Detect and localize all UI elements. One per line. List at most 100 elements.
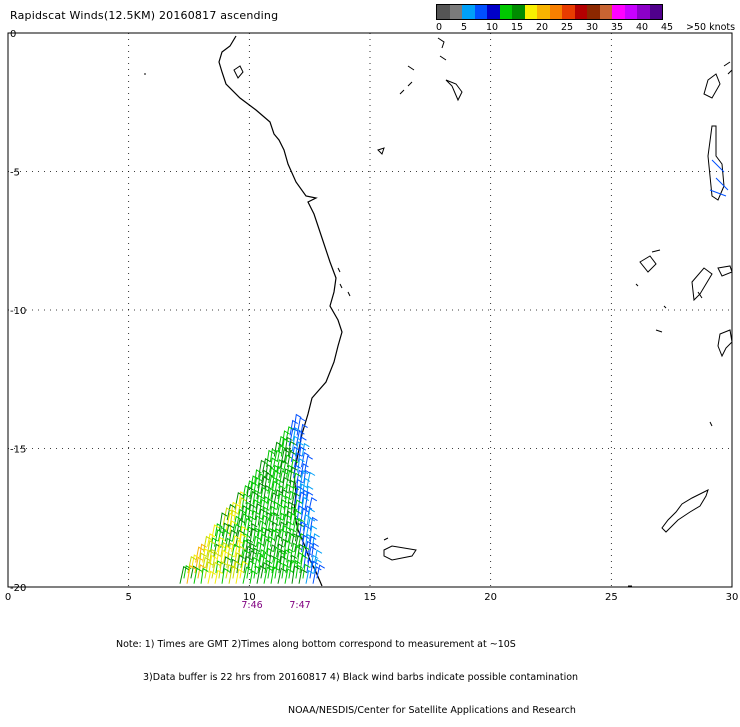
wind-barb [248, 490, 258, 510]
wind-barb [275, 465, 284, 484]
wind-barb [305, 517, 316, 537]
wind-barb [271, 470, 281, 489]
wind-barb [284, 436, 293, 452]
wind-barb [301, 451, 310, 468]
wind-barb [200, 567, 209, 584]
wind-speed-legend: 0 5 10 15 20 25 30 35 40 45 >50 knots [436, 4, 735, 34]
wind-barb [300, 496, 310, 515]
wind-barb [205, 549, 215, 568]
wind-barb [236, 508, 246, 526]
wind-barb [220, 541, 229, 558]
wind-barb [302, 477, 311, 494]
wind-barb [278, 470, 288, 489]
wind-barb [239, 560, 249, 579]
wind-barb [268, 505, 277, 521]
wind-barb [281, 513, 291, 531]
wind-barb [245, 538, 254, 552]
wind-barb [237, 545, 246, 563]
wind-barb [259, 486, 269, 505]
wind-barb [301, 489, 310, 505]
wind-barb [217, 536, 226, 552]
wind-barb [273, 528, 282, 542]
legend-label: 5 [461, 22, 468, 33]
wind-barb [250, 556, 259, 574]
legend-swatch [437, 5, 450, 19]
wind-barb [242, 533, 251, 547]
wind-barb [295, 430, 305, 447]
wind-barb [299, 423, 308, 441]
wind-barb [234, 539, 244, 558]
island-group-5 [691, 265, 733, 302]
wind-barb [247, 503, 256, 521]
legend-label: 0 [436, 22, 443, 33]
legend-swatch [550, 5, 562, 19]
wind-barb [266, 535, 275, 552]
island-group-3 [703, 61, 733, 99]
wind-barb [221, 522, 230, 537]
wind-barb [285, 426, 295, 441]
y-tick-label: -15 [10, 445, 26, 456]
wind-barb [294, 452, 303, 468]
wind-barb [260, 514, 270, 531]
island-large-sw [661, 489, 709, 533]
wind-barb [198, 552, 207, 568]
wind-barb [222, 556, 231, 574]
note-line-2: 3)Data buffer is 22 hrs from 20160817 4)… [143, 672, 579, 683]
wind-barb [290, 446, 300, 462]
island-group-7 [383, 537, 417, 561]
wind-barb [231, 535, 241, 553]
wind-barb [272, 501, 281, 515]
wind-barb [238, 533, 247, 552]
wind-barb [262, 495, 271, 510]
legend-swatch [525, 5, 537, 19]
wind-barb [224, 537, 233, 553]
wind-barb [249, 523, 258, 537]
legend-swatch [650, 5, 662, 19]
wind-barb [300, 463, 309, 478]
legend-label: 45 [661, 22, 674, 33]
time-labels: 7:46 7:47 [241, 600, 310, 611]
wind-barb [283, 454, 293, 473]
wind-barb [288, 427, 299, 447]
wind-barb [273, 489, 283, 505]
wind-barb [219, 549, 229, 568]
wind-barb [270, 521, 279, 537]
wind-barb [214, 569, 223, 584]
wind-barb [265, 547, 274, 563]
wind-barb [274, 478, 283, 494]
wind-barb [254, 551, 264, 568]
wind-barb [301, 524, 311, 542]
y-tick-label: -10 [10, 306, 26, 317]
wind-barb [207, 533, 216, 547]
wind-barb [280, 488, 289, 505]
legend-labels: 0 5 10 15 20 25 30 35 40 45 >50 knots [436, 20, 735, 34]
wind-barb [197, 564, 206, 579]
wind-barb [316, 564, 325, 579]
wind-barb [214, 529, 224, 547]
wind-barb [293, 499, 303, 515]
wind-barb [280, 524, 290, 542]
legend-label: 30 [586, 22, 599, 33]
wind-barb [294, 535, 304, 553]
y-tick-label: -5 [10, 168, 20, 179]
legend-swatch [562, 5, 575, 19]
wind-barb [258, 549, 267, 563]
wind-barb [229, 509, 238, 526]
map-title: Rapidscat Winds(12.5KM) 20160817 ascendi… [10, 9, 279, 22]
wind-barb [269, 448, 278, 462]
wind-barb [283, 495, 292, 510]
wind-barb [203, 535, 212, 552]
wind-barb [306, 559, 315, 574]
wind-barbs [179, 413, 325, 584]
wind-barb [296, 505, 305, 521]
wind-barb [292, 472, 301, 489]
note-line-3: NOAA/NESDIS/Center for Satellite Applica… [288, 705, 576, 716]
wind-barb [280, 438, 290, 457]
wind-barb [263, 528, 272, 547]
wind-barb [222, 507, 232, 526]
wind-barb [246, 515, 256, 531]
wind-barb [217, 526, 227, 542]
wind-barb [195, 546, 204, 563]
wind-barb [232, 560, 242, 579]
legend-swatch [450, 5, 462, 19]
